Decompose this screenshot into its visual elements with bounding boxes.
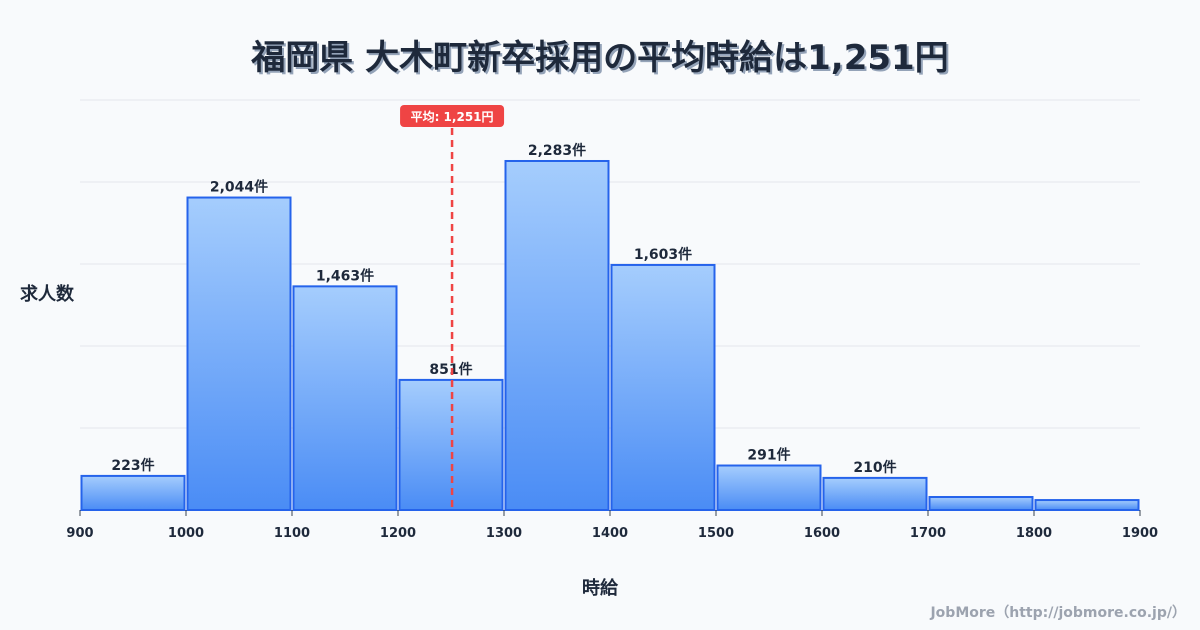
x-tick-label: 900 xyxy=(66,526,93,541)
bar-data-label: 2,283件 xyxy=(528,142,586,159)
bar-data-label: 210件 xyxy=(853,459,896,476)
x-tick-label: 1600 xyxy=(804,526,840,541)
histogram-bar xyxy=(610,263,716,512)
histogram-bar xyxy=(716,464,822,511)
bar-data-label: 1,603件 xyxy=(634,246,692,263)
bar-data-label: 2,044件 xyxy=(210,179,268,196)
bar-data-label: 223件 xyxy=(111,457,154,474)
x-tick-label: 1300 xyxy=(486,526,522,541)
histogram-bar xyxy=(504,159,610,512)
x-tick-label: 1500 xyxy=(698,526,734,541)
mean-label-box xyxy=(400,105,505,127)
x-tick-label: 1800 xyxy=(1016,526,1052,541)
y-axis-label: 求人数 xyxy=(20,284,74,305)
x-tick-label: 1100 xyxy=(274,526,310,541)
histogram-bar xyxy=(186,196,292,511)
histogram-bar xyxy=(292,285,398,511)
x-tick-label: 1400 xyxy=(592,526,628,541)
x-axis-label: 時給 xyxy=(582,578,618,599)
x-tick-label: 1200 xyxy=(380,526,416,541)
bar-data-label: 1,463件 xyxy=(316,267,374,284)
histogram-bar xyxy=(822,476,928,512)
histogram-bar xyxy=(80,474,186,511)
x-tick-label: 1700 xyxy=(910,526,946,541)
chart-title: 福岡県 大木町新卒採用の平均時給は1,251円 xyxy=(251,38,949,78)
histogram-bar xyxy=(928,496,1034,511)
mean-label: 平均: 1,251円 xyxy=(411,109,494,124)
bar-data-label: 291件 xyxy=(747,447,790,464)
x-tick-label: 1000 xyxy=(168,526,204,541)
x-tick-label: 1900 xyxy=(1122,526,1158,541)
histogram-bar xyxy=(1034,499,1140,511)
credit-watermark: JobMore（http://jobmore.co.jp/） xyxy=(930,605,1186,621)
